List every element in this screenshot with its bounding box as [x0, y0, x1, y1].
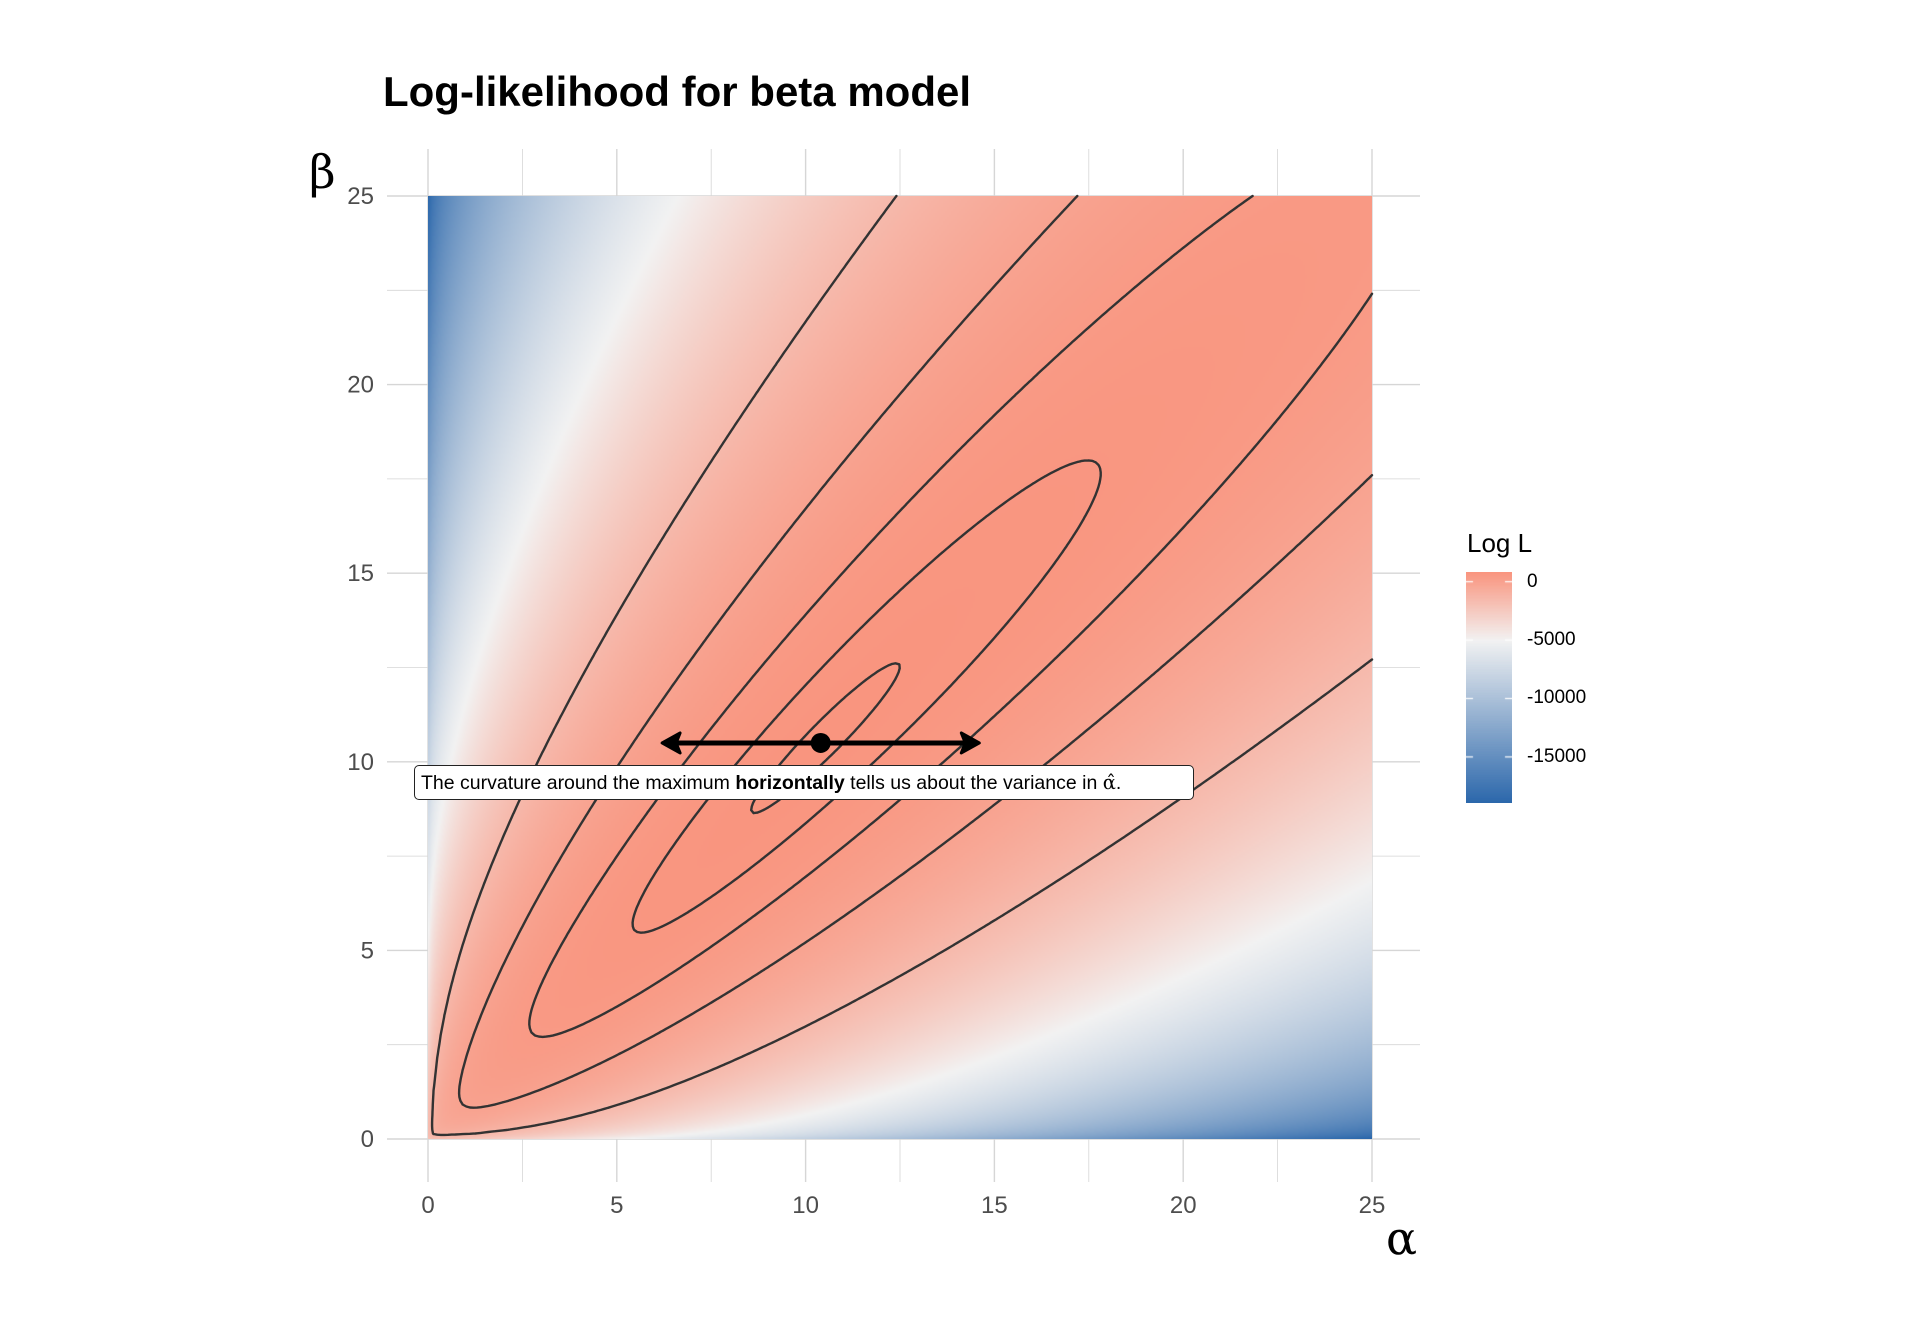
- arrow-head-right: [959, 731, 981, 755]
- annotation-period: .: [1115, 772, 1122, 794]
- annotation-bold-text: horizontally: [735, 772, 845, 794]
- y-axis-label: β: [309, 145, 336, 199]
- legend-label: 0: [1527, 570, 1538, 592]
- y-tick-label: 5: [361, 937, 374, 964]
- legend-colorbar: [1466, 572, 1512, 803]
- x-tick-label: 5: [610, 1192, 623, 1219]
- x-tick-labels: 0 5 10 15 20 25: [421, 1192, 1385, 1219]
- x-axis-label: α: [1386, 1211, 1417, 1265]
- contour-lines: [430, 194, 1374, 1137]
- contour-line-2: [631, 459, 1102, 934]
- contour-line-5: [430, 194, 1374, 1137]
- x-tick-label: 25: [1359, 1192, 1386, 1219]
- x-tick-label: 20: [1170, 1192, 1197, 1219]
- legend-title: Log L: [1467, 528, 1533, 558]
- x-tick-label: 0: [421, 1192, 434, 1219]
- annotation-text: The curvature around the maximum: [421, 772, 736, 794]
- alpha-hat-symbol: α̂: [1102, 771, 1116, 794]
- y-tick-label: 20: [347, 372, 374, 399]
- y-tick-label: 15: [347, 560, 374, 587]
- y-tick-label: 10: [347, 749, 374, 776]
- x-tick-label: 10: [792, 1192, 819, 1219]
- arrow-head-left: [660, 731, 682, 755]
- maximum-point: [810, 732, 831, 753]
- annotation-text-after: tells us about the variance in: [844, 772, 1103, 794]
- chart-title: Log-likelihood for beta model: [383, 68, 971, 115]
- legend-label: -5000: [1527, 628, 1576, 650]
- contour-line-3: [528, 194, 1374, 1039]
- legend-label: -15000: [1527, 745, 1587, 767]
- y-tick-labels: 0 5 10 15 20 25: [347, 183, 374, 1153]
- annotation-label: The curvature around the maximum horizon…: [414, 765, 1194, 800]
- horizontal-arrow: [660, 731, 981, 755]
- y-tick-label: 0: [361, 1126, 374, 1153]
- legend-label: -10000: [1527, 687, 1587, 709]
- y-tick-label: 25: [347, 183, 374, 210]
- x-tick-label: 15: [981, 1192, 1008, 1219]
